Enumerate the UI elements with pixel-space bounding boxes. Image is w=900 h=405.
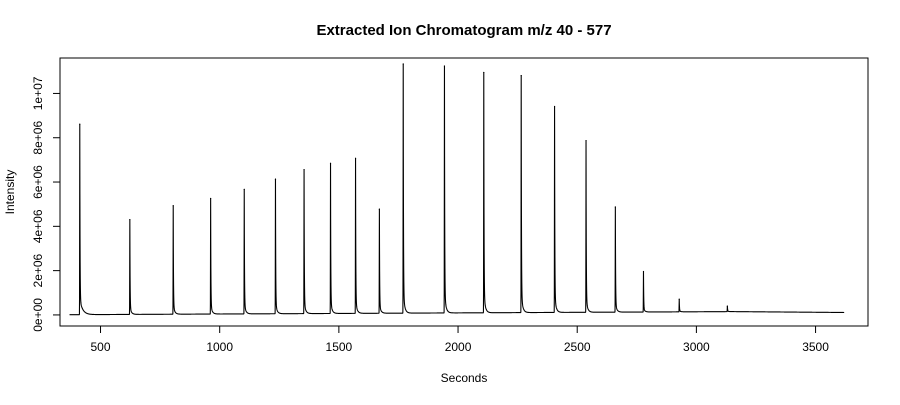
peak-point xyxy=(329,162,332,164)
y-tick-label: 4e+06 xyxy=(31,209,45,243)
chart-title: Extracted Ion Chromatogram m/z 40 - 577 xyxy=(316,22,611,39)
chromatogram-trace xyxy=(69,63,845,316)
peak-point xyxy=(354,157,357,159)
peak-point xyxy=(378,208,380,210)
peak-point xyxy=(483,71,485,74)
peak-point xyxy=(274,178,277,180)
x-axis-label: Seconds xyxy=(441,371,488,385)
series-layer xyxy=(69,63,845,316)
x-tick-label: 500 xyxy=(91,340,111,354)
peak-point xyxy=(585,140,587,142)
peak-point xyxy=(443,65,446,67)
x-tick-label: 3500 xyxy=(802,340,829,354)
x-tick-label: 2000 xyxy=(445,340,472,354)
y-tick-label: 2e+06 xyxy=(31,253,45,287)
plot-area-frame xyxy=(59,57,869,327)
y-tick-label: 6e+06 xyxy=(31,165,45,199)
peak-point xyxy=(642,270,645,273)
peak-point xyxy=(79,123,81,125)
peak-point xyxy=(726,305,728,307)
peak-point xyxy=(678,298,680,300)
peak-point xyxy=(129,219,131,221)
peak-point xyxy=(402,63,404,65)
peak-point xyxy=(520,75,522,77)
y-tick-label: 1e+07 xyxy=(31,76,45,110)
y-tick-label: 0e+00 xyxy=(31,298,45,332)
y-tick-label: 8e+06 xyxy=(31,121,45,155)
x-axis: 500 1000 1500 2000 2500 3000 3500 xyxy=(91,325,829,354)
y-axis: 0e+00 2e+06 4e+06 6e+06 8e+06 1e+07 xyxy=(31,76,61,332)
x-tick-label: 3000 xyxy=(683,340,710,354)
x-tick-label: 2500 xyxy=(564,340,591,354)
peak-point xyxy=(303,169,305,171)
peak-point xyxy=(243,188,245,191)
y-axis-label: Intensity xyxy=(3,170,17,215)
peak-point xyxy=(210,197,212,200)
peak-point xyxy=(172,205,174,207)
x-tick-label: 1500 xyxy=(326,340,353,354)
peak-point xyxy=(614,206,616,208)
peak-point xyxy=(553,105,556,108)
x-tick-label: 1000 xyxy=(206,340,233,354)
